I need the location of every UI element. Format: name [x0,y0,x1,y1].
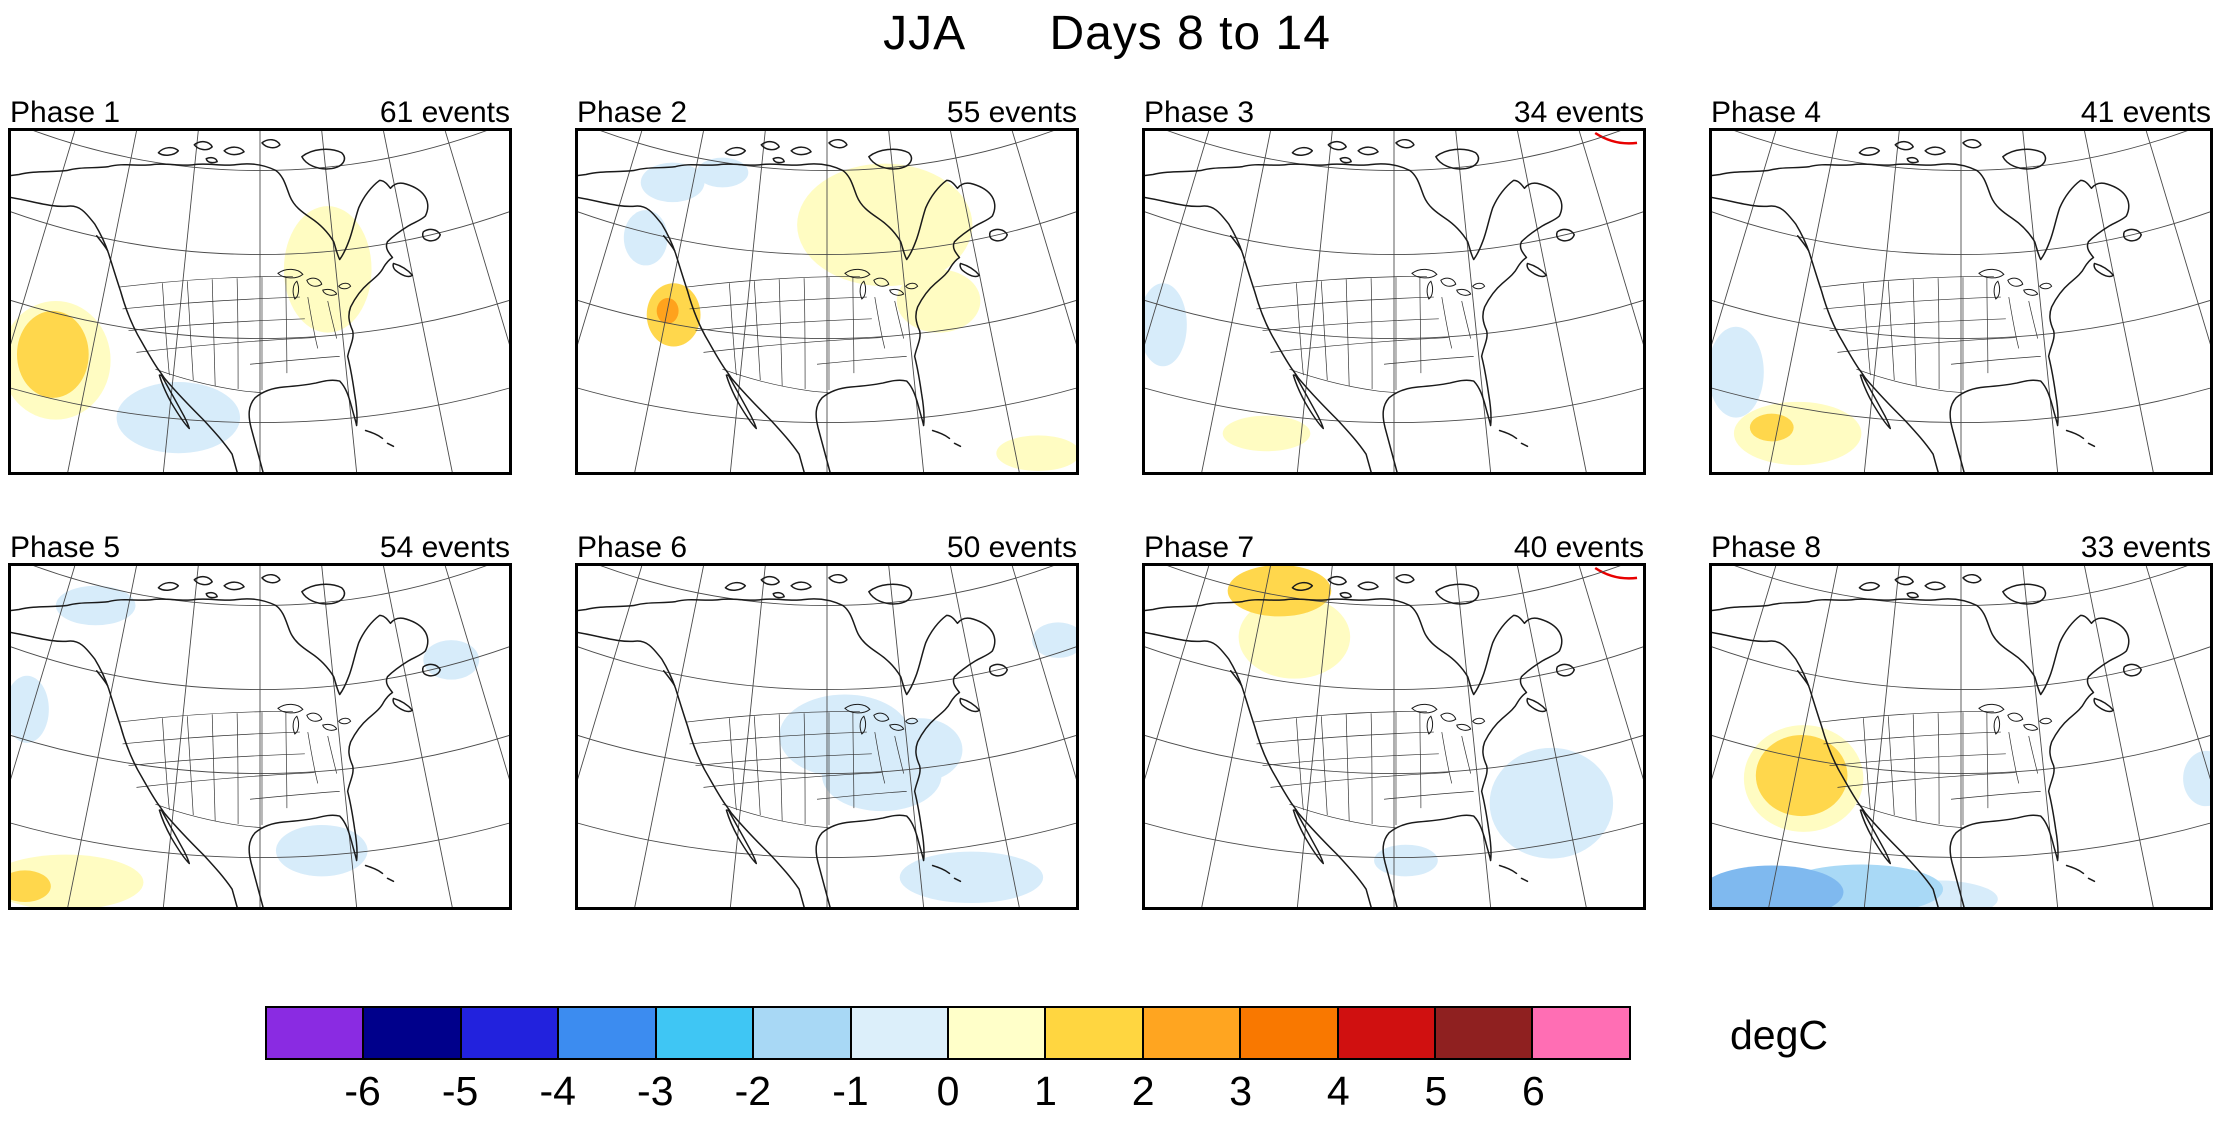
colorbar-swatch [267,1008,363,1058]
panel-phase-6: Phase 6 50 events [575,529,1079,910]
anomaly-patch [899,851,1044,904]
colorbar-swatch [1336,1008,1435,1058]
anomaly-patch [1489,747,1614,859]
colorbar-swatch [849,1008,947,1058]
anomaly-patch [896,269,981,333]
colorbar-swatch [1044,1008,1142,1058]
anomaly-patch [623,210,668,266]
map-phase-2 [575,128,1079,475]
colorbar-swatch [1141,1008,1240,1058]
colorbar-swatch [1239,1008,1337,1058]
anomaly-patch [1145,283,1187,367]
colorbar-tick-label: 4 [1326,1068,1350,1114]
colorbar-tick-label: 6 [1522,1068,1545,1114]
phase-label: Phase 1 [10,96,121,129]
colorbar-swatch [459,1008,558,1058]
events-label: 40 events [1513,531,1644,564]
anomaly-patch [1594,566,1638,580]
anomaly-patch [1227,566,1332,617]
anomaly-patch [1238,595,1351,679]
anomaly-patch [1712,326,1764,418]
colorbar-tick-label: 1 [1034,1068,1057,1114]
colorbar-swatch [557,1008,655,1058]
anomaly-patch [2183,750,2210,807]
colorbar-swatch [1531,1008,1629,1058]
colorbar-tick-label: 2 [1131,1068,1155,1114]
panel-phase-4: Phase 4 41 events [1709,94,2213,475]
events-label: 55 events [946,96,1077,129]
figure-title: JJA Days 8 to 14 [883,7,1331,60]
anomaly-patch [1594,131,1638,145]
phase-label: Phase 6 [577,531,688,564]
colorbar-tick-label: -6 [344,1068,381,1114]
phase-label: Phase 8 [1711,531,1822,564]
anomaly-patch [1749,413,1794,442]
colorbar-tick-label: -3 [637,1068,674,1114]
colorbar-tick-label: -5 [441,1068,479,1114]
phase-label: Phase 4 [1711,96,1822,129]
map-phase-6 [575,563,1079,910]
anomaly-patch [1032,622,1076,658]
colorbar-swatch [1434,1008,1532,1058]
colorbar-tick-label: -1 [832,1068,869,1114]
anomaly-patch [797,163,973,287]
events-label: 50 events [946,531,1077,564]
panel-phase-7: Phase 7 40 events [1142,529,1646,910]
anomaly-patch [275,824,368,877]
colorbar-tick-label: 5 [1424,1068,1448,1114]
anomaly-patch [55,585,136,626]
events-label: 33 events [2080,531,2211,564]
events-label: 41 events [2080,96,2211,129]
panel-phase-5: Phase 5 54 events [8,529,512,910]
anomaly-patch [283,206,372,333]
colorbar-tick-label: 0 [936,1068,960,1114]
colorbar-ticks: -6 -5 -4 -3 -2 -1 0 1 2 3 4 5 6 [265,1060,1631,1114]
colorbar-tick-label: -4 [539,1068,576,1114]
panel-phase-3: Phase 3 34 events [1142,94,1646,475]
colorbar-swatch [654,1008,753,1058]
anomaly-patch [1222,415,1311,452]
anomaly-patch [116,382,241,454]
map-phase-8 [1709,563,2213,910]
events-label: 34 events [1513,96,1644,129]
colorbar-swatch [362,1008,460,1058]
map-phase-4 [1709,128,2213,475]
anomaly-patch [16,310,89,398]
colorbar-tick-label: 3 [1229,1068,1253,1114]
anomaly-patch [996,435,1076,472]
anomaly-patch [423,640,480,680]
colorbar [265,1006,1631,1060]
panel-phase-1: Phase 1 61 events [8,94,512,475]
anomaly-patch [640,162,705,203]
phase-label: Phase 2 [577,96,688,129]
colorbar-swatch [946,1008,1045,1058]
map-phase-1 [8,128,512,475]
colorbar-tick-label: -2 [734,1068,772,1114]
panel-phase-8: Phase 8 33 events [1709,529,2213,910]
anomaly-patch [1374,844,1438,877]
anomaly-patch [11,870,51,903]
colorbar-swatch [752,1008,850,1058]
map-phase-7 [1142,563,1646,910]
anomaly-patch [1712,865,1844,907]
colorbar-wrap: -6 -5 -4 -3 -2 -1 0 1 2 3 4 5 6 [265,1006,1631,1114]
events-label: 54 events [379,531,510,564]
map-phase-5 [8,563,512,910]
colorbar-unit-label: degC [1730,1012,1829,1058]
events-label: 61 events [379,96,510,129]
anomaly-patch [1755,735,1848,817]
phase-label: Phase 5 [10,531,121,564]
map-phase-3 [1142,128,1646,475]
panel-phase-2: Phase 2 55 events [575,94,1079,475]
phase-label: Phase 7 [1144,531,1255,564]
phase-label: Phase 3 [1144,96,1255,129]
anomaly-patch [11,675,49,743]
